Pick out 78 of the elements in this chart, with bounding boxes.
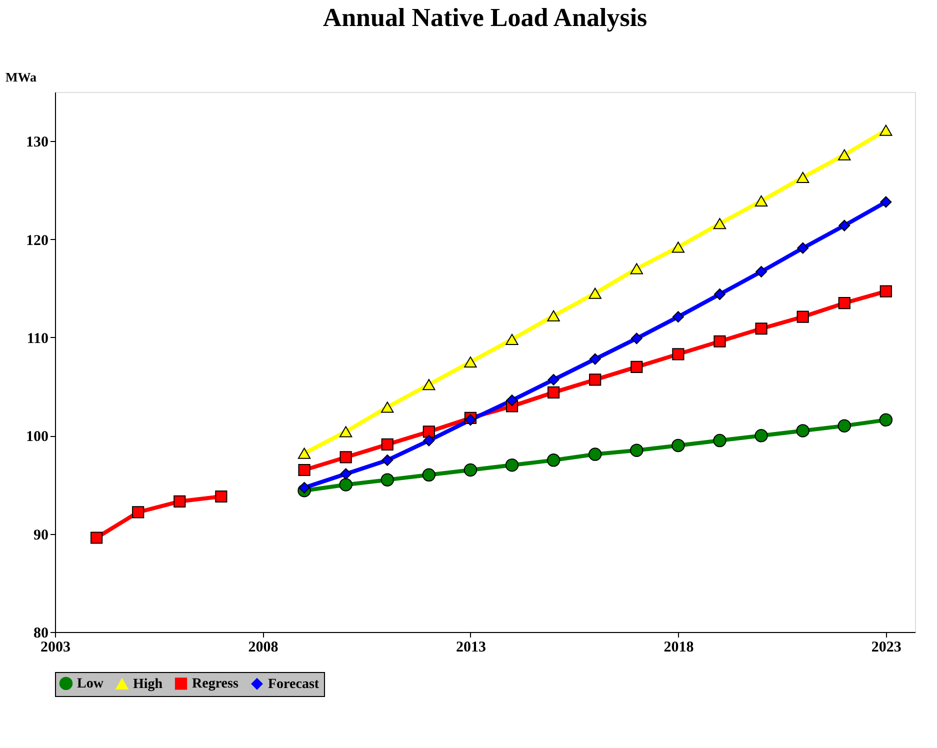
y-tick-label: 130 [26,134,48,151]
point [713,218,726,230]
point [422,468,436,482]
point [339,478,352,492]
point [422,379,436,390]
y-tick-label: 110 [26,330,48,347]
point [423,434,435,446]
point [380,473,394,486]
point [298,464,310,476]
point [880,285,892,298]
point [215,490,228,503]
point [90,532,103,544]
point [838,419,851,432]
point [381,402,394,413]
point [713,434,726,448]
x-tick-label: 2008 [248,640,278,656]
point [755,322,768,335]
point [672,242,685,253]
legend-label: Forecast [268,676,320,692]
point [796,424,810,438]
point [132,506,144,518]
point [546,454,560,467]
point [630,360,643,373]
x-tick-label: 2013 [456,640,486,656]
point [754,429,768,442]
point [548,374,560,386]
point [422,426,435,438]
point [174,495,186,508]
point [714,288,726,300]
legend-label: High [133,676,163,692]
point [464,356,477,368]
y-tick-label: 90 [34,527,48,544]
point [298,448,311,459]
point [630,332,642,344]
point [298,482,310,494]
point [340,468,352,480]
point [589,374,602,386]
x-tick-label: 2018 [664,640,694,656]
point [464,414,476,426]
point [797,242,809,254]
point [672,438,685,452]
point [838,297,850,310]
chart-title: Annual Native Load Analysis [322,3,648,32]
point [506,334,518,345]
point [505,458,519,472]
y-tick-label: 80 [34,626,48,642]
point [339,426,352,438]
legend-label: Low [77,676,104,692]
point [464,463,478,477]
point [672,311,684,323]
point [588,448,602,461]
point [548,386,560,398]
legend-label: Regress [192,676,239,692]
point [506,394,518,406]
point [630,263,643,274]
point [880,196,892,208]
point [796,310,809,323]
y-axis-title: MWa [6,70,38,84]
point [672,348,684,360]
y-tick-label: 100 [26,429,48,446]
point [754,195,768,207]
x-tick-label: 2023 [871,640,902,656]
point [630,444,644,457]
point [756,266,768,278]
point [796,172,810,183]
point [381,438,394,451]
x-tick-label: 2003 [40,640,70,656]
point [838,149,851,160]
point [589,353,601,365]
point [382,454,394,466]
point [714,335,726,348]
point [340,451,352,464]
point [838,220,850,232]
point [880,124,892,136]
y-tick-label: 120 [26,232,48,249]
point [547,310,560,322]
point [879,413,893,427]
point [588,288,602,299]
